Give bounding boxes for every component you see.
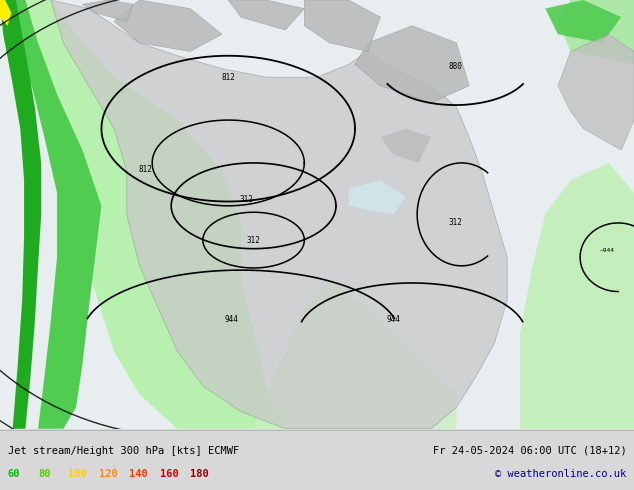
- Text: 812: 812: [139, 165, 153, 174]
- Polygon shape: [0, 0, 285, 429]
- Text: Fr 24-05-2024 06:00 UTC (18+12): Fr 24-05-2024 06:00 UTC (18+12): [432, 446, 626, 456]
- Text: 60: 60: [8, 469, 20, 479]
- Text: 100: 100: [68, 469, 87, 479]
- Polygon shape: [82, 0, 133, 22]
- Polygon shape: [304, 0, 380, 51]
- Text: 140: 140: [129, 469, 148, 479]
- Text: 180: 180: [190, 469, 209, 479]
- Text: 880: 880: [448, 62, 462, 71]
- Text: ~944: ~944: [600, 248, 615, 253]
- Polygon shape: [545, 0, 621, 43]
- Text: 160: 160: [160, 469, 179, 479]
- Text: 312: 312: [247, 236, 261, 245]
- Polygon shape: [558, 34, 634, 150]
- Polygon shape: [0, 0, 11, 25]
- Text: 312: 312: [239, 195, 253, 204]
- Polygon shape: [380, 129, 431, 163]
- Text: Jet stream/Height 300 hPa [kts] ECMWF: Jet stream/Height 300 hPa [kts] ECMWF: [8, 446, 239, 456]
- Polygon shape: [0, 0, 41, 429]
- Text: 944: 944: [224, 315, 238, 324]
- Text: 944: 944: [386, 315, 400, 324]
- Polygon shape: [114, 0, 222, 51]
- Text: 812: 812: [221, 73, 235, 82]
- Polygon shape: [51, 0, 507, 429]
- Polygon shape: [349, 180, 406, 215]
- Polygon shape: [222, 279, 456, 429]
- Polygon shape: [520, 163, 634, 429]
- Polygon shape: [0, 0, 101, 429]
- Polygon shape: [228, 0, 304, 30]
- Text: © weatheronline.co.uk: © weatheronline.co.uk: [495, 469, 626, 479]
- Polygon shape: [558, 0, 634, 64]
- Text: 80: 80: [38, 469, 51, 479]
- Text: 120: 120: [99, 469, 118, 479]
- Polygon shape: [355, 25, 469, 103]
- Text: 312: 312: [448, 219, 462, 227]
